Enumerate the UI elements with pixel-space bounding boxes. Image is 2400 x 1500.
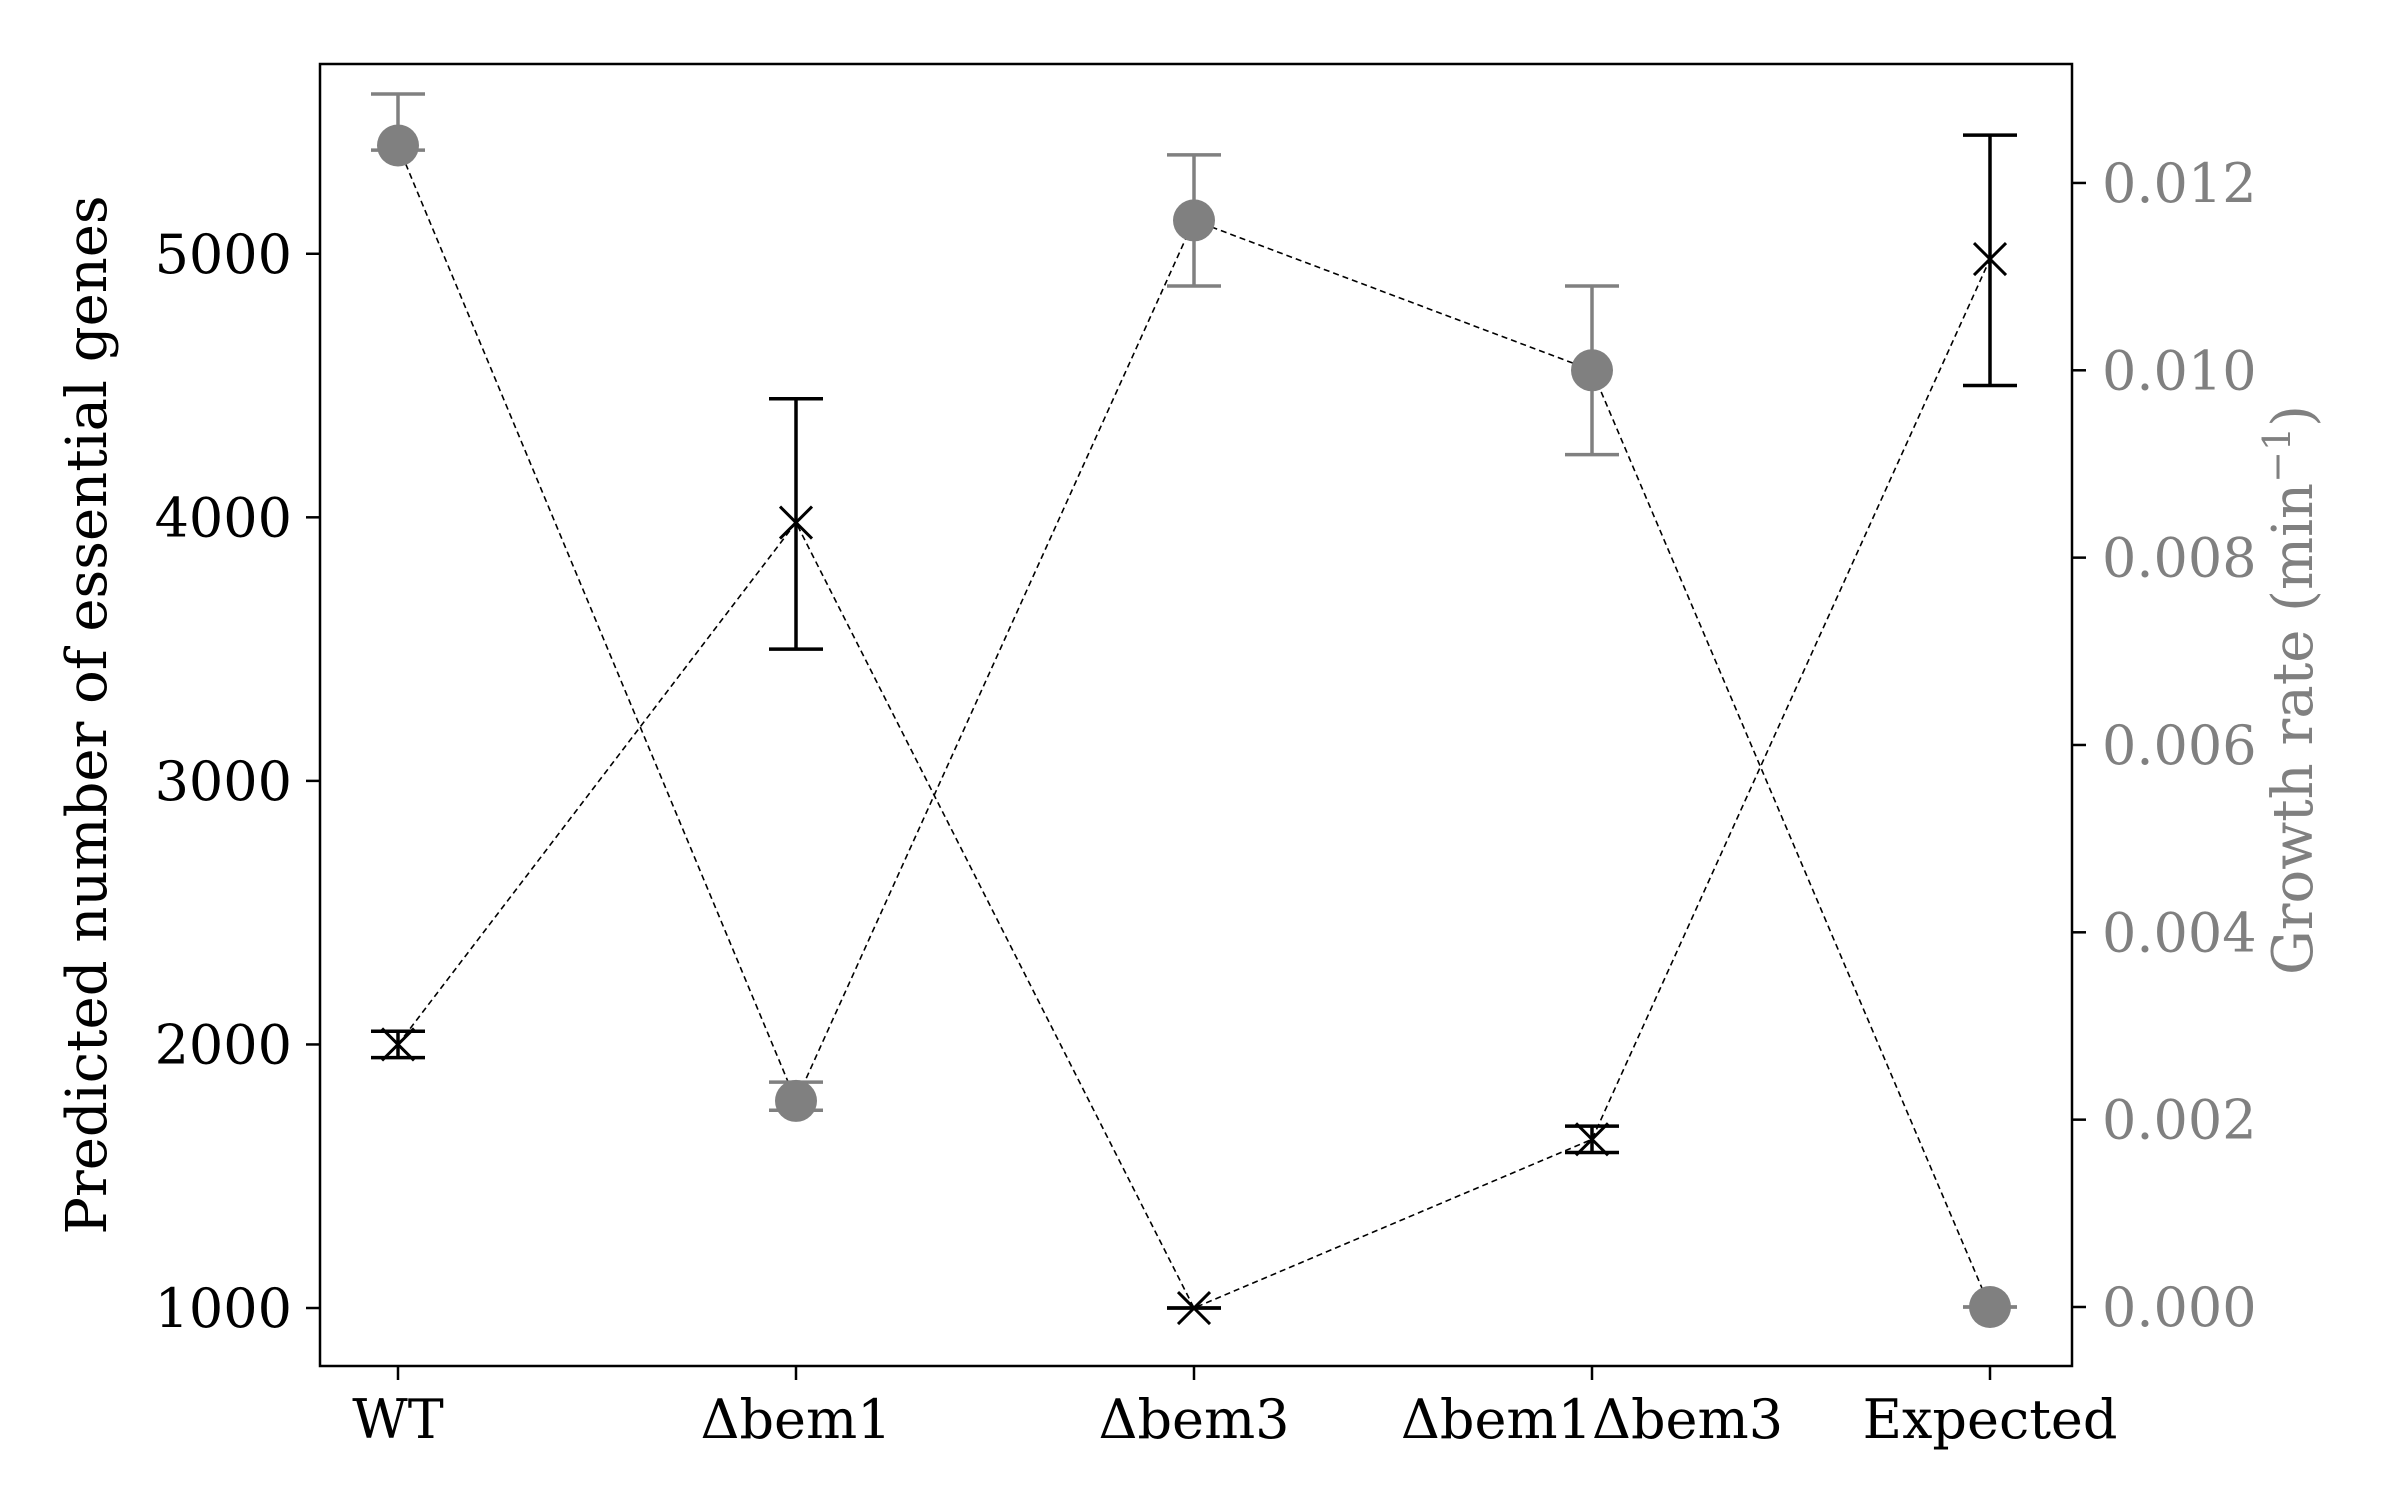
- right-y-tick-label: 0.008: [2102, 527, 2257, 590]
- data-point-circle: [1173, 199, 1215, 242]
- left-y-tick-label: 1000: [155, 1277, 292, 1340]
- left-y-tick-label: 4000: [155, 486, 292, 549]
- data-point-circle: [377, 124, 419, 167]
- right-y-tick-label: 0.010: [2102, 339, 2257, 402]
- x-tick-label: WT: [352, 1388, 444, 1451]
- right-y-axis-label-sup: −1: [2255, 427, 2299, 483]
- data-point-x: [778, 505, 814, 540]
- right-y-tick-label: 0.006: [2102, 714, 2257, 777]
- x-tick-label: Δbem1Δbem3: [1401, 1388, 1783, 1451]
- series-line-1: [397, 145, 1991, 1308]
- plot-frame: [318, 62, 2074, 1368]
- axes: WT Δbem1 Δbem3 Δbem1Δbem3 Expected1000200030…: [55, 62, 2326, 1451]
- right-y-tick-label: 0.012: [2102, 152, 2257, 215]
- left-y-tick-label: 5000: [155, 223, 292, 286]
- data-point-x: [1574, 1122, 1610, 1157]
- x-tick-label: Δbem3: [1098, 1388, 1289, 1451]
- right-y-axis-label-end: ): [2261, 405, 2326, 427]
- data-point-x: [1176, 1290, 1212, 1326]
- right-y-tick-label: 0.000: [2102, 1276, 2257, 1339]
- data-point-circle: [1969, 1285, 2011, 1328]
- left-y-tick-label: 2000: [155, 1013, 292, 1076]
- data-point-circle: [1571, 349, 1613, 392]
- x-tick-label: Expected: [1863, 1388, 2118, 1451]
- error-bars: [371, 92, 2017, 1310]
- left-y-axis-label: Predicted number of essential genes: [55, 195, 120, 1234]
- x-tick-label: Δbem1: [700, 1388, 891, 1451]
- connector-lines: [397, 145, 1991, 1310]
- data-point-circle: [775, 1079, 817, 1122]
- right-y-tick-label: 0.004: [2102, 901, 2257, 964]
- series-line-0: [397, 258, 1991, 1310]
- right-y-tick-label: 0.002: [2102, 1089, 2257, 1152]
- data-point-x: [380, 1027, 416, 1062]
- right-y-axis-label-main: Growth rate (min: [2261, 483, 2326, 975]
- right-y-axis-label: Growth rate (min−1): [2255, 405, 2326, 975]
- left-y-tick-label: 3000: [155, 750, 292, 813]
- markers: [377, 124, 2011, 1328]
- data-point-x: [1972, 241, 2008, 277]
